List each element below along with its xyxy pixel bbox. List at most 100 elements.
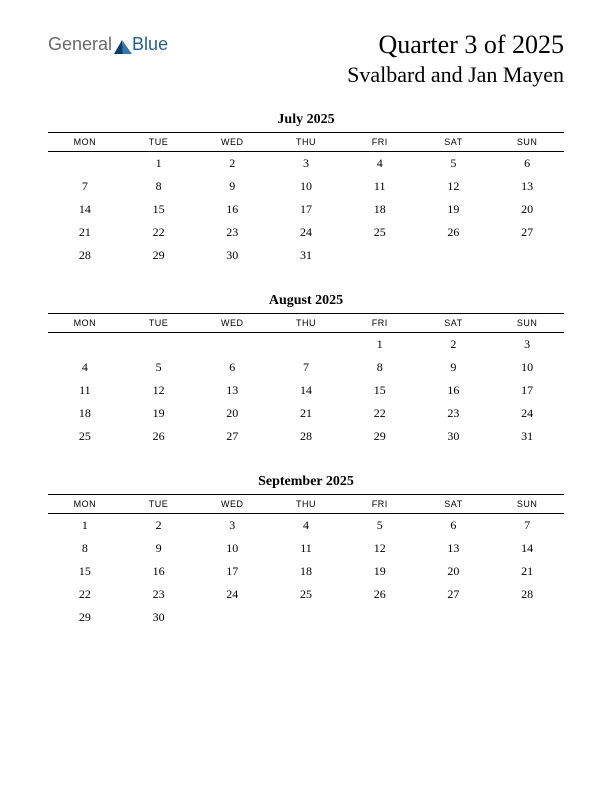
calendar-header-row: MONTUEWEDTHUFRISATSUN [48, 132, 564, 152]
month-title: August 2025 [48, 293, 564, 309]
calendar-body: 1234567891011121314151617181920212223242… [48, 514, 564, 629]
date-cell: 14 [269, 379, 343, 402]
date-cell: 16 [122, 560, 196, 583]
date-cell: 5 [122, 356, 196, 379]
date-cell: 25 [343, 221, 417, 244]
date-cell: 9 [122, 537, 196, 560]
day-header: SAT [417, 314, 491, 332]
calendar-month: August 2025MONTUEWEDTHUFRISATSUN12345678… [48, 293, 564, 448]
date-cell: 12 [122, 379, 196, 402]
logo-text-blue: Blue [132, 34, 168, 55]
date-cell: 17 [490, 379, 564, 402]
date-cell: 7 [48, 175, 122, 198]
day-header: SUN [490, 495, 564, 513]
date-cell: 6 [195, 356, 269, 379]
date-cell: 23 [195, 221, 269, 244]
date-cell: 8 [343, 356, 417, 379]
date-cell: 3 [490, 333, 564, 356]
date-cell: 18 [48, 402, 122, 425]
date-cell [195, 606, 269, 629]
header: General Blue Quarter 3 of 2025 Svalbard … [48, 30, 564, 88]
date-cell: 12 [417, 175, 491, 198]
date-cell [122, 333, 196, 356]
date-cell: 17 [195, 560, 269, 583]
day-header: MON [48, 314, 122, 332]
date-cell: 26 [343, 583, 417, 606]
date-cell: 20 [490, 198, 564, 221]
date-cell: 2 [195, 152, 269, 175]
date-cell: 2 [122, 514, 196, 537]
date-cell: 21 [269, 402, 343, 425]
page-subtitle: Svalbard and Jan Mayen [347, 62, 564, 88]
day-header: THU [269, 495, 343, 513]
date-cell: 9 [195, 175, 269, 198]
date-cell: 19 [343, 560, 417, 583]
calendar-body: 1234567891011121314151617181920212223242… [48, 152, 564, 267]
date-cell: 29 [48, 606, 122, 629]
date-cell: 5 [417, 152, 491, 175]
date-cell: 25 [48, 425, 122, 448]
day-header: TUE [122, 314, 196, 332]
date-cell [490, 244, 564, 267]
date-cell: 13 [417, 537, 491, 560]
date-cell [417, 606, 491, 629]
calendars-container: July 2025MONTUEWEDTHUFRISATSUN1234567891… [48, 112, 564, 629]
calendar-body: 1234567891011121314151617181920212223242… [48, 333, 564, 448]
day-header: THU [269, 314, 343, 332]
date-cell: 8 [48, 537, 122, 560]
date-cell: 17 [269, 198, 343, 221]
date-cell: 15 [48, 560, 122, 583]
day-header: SUN [490, 133, 564, 151]
date-cell [417, 244, 491, 267]
logo: General Blue [48, 34, 168, 55]
date-cell: 9 [417, 356, 491, 379]
day-header: SUN [490, 314, 564, 332]
date-cell: 31 [269, 244, 343, 267]
date-cell: 15 [122, 198, 196, 221]
date-cell: 22 [122, 221, 196, 244]
day-header: WED [195, 314, 269, 332]
day-header: SAT [417, 495, 491, 513]
date-cell: 27 [195, 425, 269, 448]
date-cell: 1 [122, 152, 196, 175]
date-cell [343, 244, 417, 267]
date-cell: 10 [195, 537, 269, 560]
date-cell: 3 [269, 152, 343, 175]
date-cell [269, 333, 343, 356]
day-header: TUE [122, 133, 196, 151]
date-cell: 26 [417, 221, 491, 244]
date-cell: 28 [48, 244, 122, 267]
date-cell: 12 [343, 537, 417, 560]
date-cell: 31 [490, 425, 564, 448]
day-header: TUE [122, 495, 196, 513]
date-cell: 2 [417, 333, 491, 356]
date-cell: 14 [490, 537, 564, 560]
month-title: July 2025 [48, 112, 564, 128]
date-cell: 24 [490, 402, 564, 425]
date-cell: 19 [417, 198, 491, 221]
day-header: FRI [343, 133, 417, 151]
date-cell: 20 [417, 560, 491, 583]
date-cell: 28 [269, 425, 343, 448]
date-cell: 26 [122, 425, 196, 448]
date-cell: 29 [343, 425, 417, 448]
date-cell: 30 [417, 425, 491, 448]
page-title: Quarter 3 of 2025 [347, 30, 564, 60]
calendar-header-row: MONTUEWEDTHUFRISATSUN [48, 494, 564, 514]
date-cell [48, 152, 122, 175]
date-cell: 30 [195, 244, 269, 267]
date-cell: 20 [195, 402, 269, 425]
day-header: MON [48, 133, 122, 151]
date-cell: 11 [269, 537, 343, 560]
date-cell: 27 [490, 221, 564, 244]
date-cell [490, 606, 564, 629]
day-header: WED [195, 495, 269, 513]
day-header: FRI [343, 495, 417, 513]
date-cell: 28 [490, 583, 564, 606]
date-cell: 21 [48, 221, 122, 244]
date-cell: 29 [122, 244, 196, 267]
date-cell: 6 [417, 514, 491, 537]
date-cell [195, 333, 269, 356]
title-block: Quarter 3 of 2025 Svalbard and Jan Mayen [347, 30, 564, 88]
date-cell: 10 [269, 175, 343, 198]
